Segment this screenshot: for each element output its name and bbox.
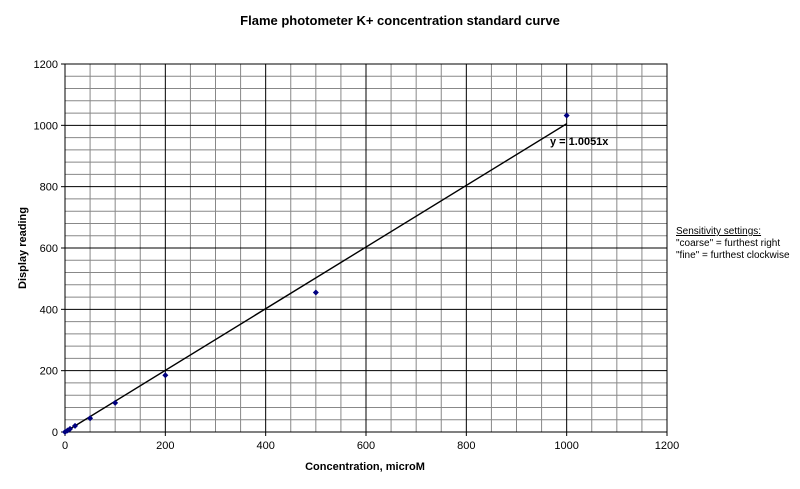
y-tick-label: 0 [52,427,58,439]
y-tick-label: 600 [40,243,58,255]
y-tick-label: 800 [40,182,58,194]
major-gridlines [65,64,667,432]
sensitivity-note-line: "coarse" = furthest right [676,238,781,249]
y-tick-label: 1000 [34,120,58,132]
y-axis-ticks: 0 200 400 600 800 1000 1200 [34,59,65,439]
data-point [162,372,169,379]
x-axis-title: Concentration, microM [305,461,425,473]
y-tick-label: 1200 [34,59,58,71]
x-axis-ticks: 0 200 400 600 800 1000 1200 [62,432,679,452]
data-point [67,425,74,432]
x-tick-label: 1000 [554,440,578,452]
data-point [112,399,119,406]
data-point [87,415,94,422]
x-tick-label: 600 [357,440,375,452]
y-axis-title: Display reading [17,207,29,289]
sensitivity-note: Sensitivity settings: "coarse" = furthes… [676,226,800,262]
y-tick-label: 200 [40,366,58,378]
x-tick-label: 800 [457,440,475,452]
data-point [72,422,79,429]
x-tick-label: 400 [256,440,274,452]
data-point [312,289,319,296]
y-tick-label: 400 [40,304,58,316]
x-tick-label: 0 [62,440,68,452]
trendline [64,123,568,433]
sensitivity-note-header: Sensitivity settings: [676,226,762,237]
sensitivity-note-line: "fine" = furthest clockwise [676,250,790,261]
trendline-equation: y = 1.0051x [550,136,609,148]
chart-title: Flame photometer K+ concentration standa… [240,13,560,28]
data-point [563,112,570,119]
data-points [62,112,570,435]
x-tick-label: 200 [156,440,174,452]
x-tick-label: 1200 [655,440,679,452]
